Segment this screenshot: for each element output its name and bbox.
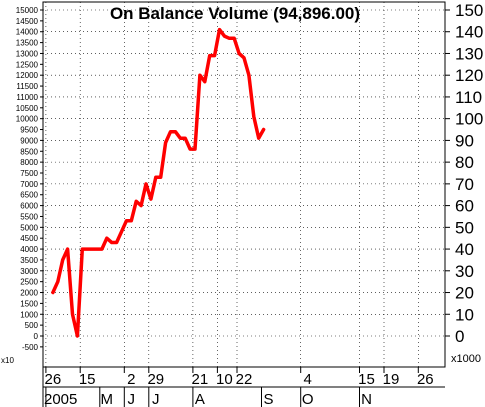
x-month-label: 2005 <box>44 391 77 407</box>
left-tick-label: 14500 <box>16 17 39 26</box>
x-day-label: 15 <box>358 371 375 388</box>
right-tick-label: 90 <box>455 131 474 150</box>
left-tick-label: 2000 <box>20 289 38 298</box>
left-tick-label: 10000 <box>16 115 39 124</box>
left-tick-label: 10500 <box>16 104 39 113</box>
right-tick-label: 110 <box>455 88 482 107</box>
x-day-label: 21 <box>192 371 209 388</box>
left-tick-label: 0 <box>34 332 39 341</box>
left-tick-label: 6500 <box>20 191 38 200</box>
x-day-label: 10 <box>216 371 233 388</box>
left-tick-label: 14000 <box>16 28 39 37</box>
right-tick-label: 120 <box>455 66 483 85</box>
left-tick-label: 7000 <box>20 180 38 189</box>
x-month-label: J <box>152 391 160 407</box>
right-tick-label: 80 <box>455 153 474 172</box>
left-tick-label: 9000 <box>20 136 38 145</box>
right-tick-label: 20 <box>455 284 474 303</box>
x-month-label: N <box>361 391 372 407</box>
x-month-label: J <box>128 391 136 407</box>
left-tick-label: -500 <box>22 343 39 352</box>
chart-frame <box>42 1 446 407</box>
x-day-label: 26 <box>417 371 434 388</box>
left-tick-label: 3500 <box>20 256 38 265</box>
right-tick-label: 50 <box>455 218 474 237</box>
x-day-label: 26 <box>45 371 62 388</box>
left-tick-label: 11500 <box>16 82 38 91</box>
left-tick-label: 11000 <box>16 93 38 102</box>
left-tick-label: 4000 <box>20 245 38 254</box>
left-tick-label: 8000 <box>20 158 38 167</box>
left-tick-label: 15000 <box>16 6 39 15</box>
right-tick-label: 140 <box>455 23 483 42</box>
left-tick-label: 12000 <box>16 71 39 80</box>
x-month-label: S <box>263 391 273 407</box>
left-tick-label: 7500 <box>20 169 38 178</box>
left-tick-label: 13500 <box>16 39 39 48</box>
right-tick-label: 30 <box>455 262 474 281</box>
x-month-label: A <box>195 391 205 407</box>
obv-line <box>51 27 266 338</box>
right-tick-label: 70 <box>455 175 474 194</box>
x-day-label: 29 <box>147 371 164 388</box>
right-axis-multiplier: x1000 <box>451 353 481 365</box>
left-tick-label: 4500 <box>20 234 38 243</box>
left-tick-label: 9500 <box>20 126 38 135</box>
x-day-label: 4 <box>304 371 312 388</box>
chart-title: On Balance Volume (94,896.00) <box>110 4 360 23</box>
x-month-label: O <box>302 391 314 407</box>
x-day-label: 15 <box>79 371 96 388</box>
left-tick-label: 3000 <box>20 267 38 276</box>
left-tick-label: 12500 <box>16 60 39 69</box>
left-axis: 1500014500140001350013000125001200011500… <box>16 6 43 352</box>
right-tick-label: 130 <box>455 44 483 63</box>
right-tick-label: 40 <box>455 240 474 259</box>
right-tick-label: 0 <box>455 327 464 346</box>
series-layer <box>51 27 266 338</box>
x-month-label: M <box>101 391 114 407</box>
right-tick-label: 60 <box>455 197 474 216</box>
x-day-label: 22 <box>236 371 253 388</box>
left-tick-label: 500 <box>25 321 39 330</box>
left-tick-label: 1000 <box>20 310 38 319</box>
left-axis-multiplier: x10 <box>1 356 14 365</box>
right-tick-label: 100 <box>455 110 483 129</box>
left-tick-label: 5500 <box>20 212 38 221</box>
right-tick-label: 150 <box>455 1 483 20</box>
left-tick-label: 8500 <box>20 147 38 156</box>
x-day-label: 2 <box>127 371 135 388</box>
grid-lines <box>43 2 445 367</box>
right-tick-label: 10 <box>455 305 474 324</box>
left-tick-label: 5000 <box>20 223 38 232</box>
left-tick-label: 6000 <box>20 202 38 211</box>
x-day-label: 19 <box>383 371 400 388</box>
left-tick-label: 2500 <box>20 278 38 287</box>
left-tick-label: 1500 <box>20 299 38 308</box>
left-tick-label: 13000 <box>16 49 39 58</box>
